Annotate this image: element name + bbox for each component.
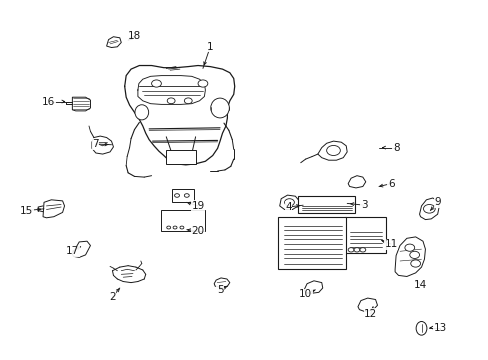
Polygon shape (304, 281, 322, 293)
Text: 2: 2 (109, 292, 116, 302)
Text: 4: 4 (285, 202, 291, 212)
Text: 11: 11 (384, 239, 397, 249)
FancyBboxPatch shape (161, 210, 205, 231)
Circle shape (284, 199, 294, 206)
Circle shape (180, 226, 183, 229)
Circle shape (167, 98, 175, 104)
Polygon shape (317, 141, 346, 160)
Text: 20: 20 (191, 226, 204, 236)
FancyBboxPatch shape (277, 217, 346, 269)
FancyBboxPatch shape (298, 196, 354, 213)
Text: 18: 18 (127, 31, 141, 41)
Polygon shape (106, 37, 121, 48)
Ellipse shape (415, 321, 426, 335)
Polygon shape (214, 278, 229, 287)
Polygon shape (72, 97, 90, 111)
Text: 17: 17 (65, 246, 79, 256)
Circle shape (173, 226, 177, 229)
Text: 12: 12 (363, 309, 377, 319)
Circle shape (198, 80, 207, 87)
Text: 19: 19 (191, 201, 204, 211)
Text: 16: 16 (42, 96, 56, 107)
FancyBboxPatch shape (172, 189, 194, 202)
Text: 15: 15 (20, 206, 34, 216)
Polygon shape (394, 237, 425, 276)
Circle shape (166, 226, 170, 229)
Text: 5: 5 (216, 285, 223, 295)
Circle shape (353, 248, 359, 252)
Ellipse shape (210, 98, 229, 118)
Polygon shape (357, 298, 377, 311)
Polygon shape (92, 136, 113, 154)
Circle shape (359, 248, 365, 252)
Text: 3: 3 (360, 200, 367, 210)
Circle shape (347, 248, 353, 252)
Circle shape (184, 98, 192, 104)
Ellipse shape (135, 105, 148, 120)
Text: 14: 14 (413, 280, 427, 290)
Polygon shape (347, 176, 365, 188)
Text: 7: 7 (92, 139, 99, 149)
Text: 6: 6 (387, 179, 394, 189)
Text: 13: 13 (432, 323, 446, 333)
Text: 1: 1 (206, 42, 213, 52)
Circle shape (409, 251, 419, 258)
Polygon shape (43, 200, 64, 218)
Circle shape (404, 244, 414, 251)
Text: 10: 10 (299, 289, 311, 300)
Circle shape (410, 260, 420, 267)
Circle shape (174, 194, 179, 197)
Text: 9: 9 (433, 197, 440, 207)
Circle shape (326, 145, 340, 156)
Circle shape (423, 204, 434, 213)
Polygon shape (419, 198, 438, 220)
FancyBboxPatch shape (166, 150, 195, 164)
FancyBboxPatch shape (344, 217, 386, 253)
Circle shape (151, 80, 161, 87)
Text: 8: 8 (392, 143, 399, 153)
Circle shape (184, 194, 189, 197)
Polygon shape (279, 195, 299, 210)
Polygon shape (72, 241, 90, 257)
